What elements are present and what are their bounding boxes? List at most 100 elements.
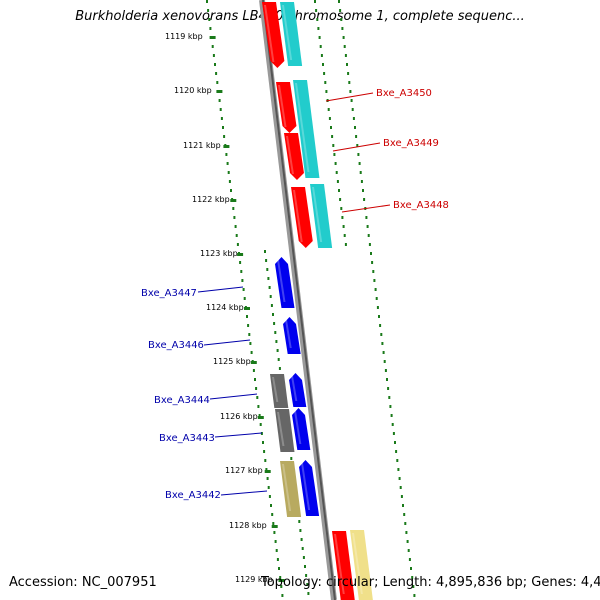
- outer-ruler-dot: [388, 396, 391, 399]
- ruler-dot: [246, 315, 248, 318]
- gene-label-leader: [203, 339, 251, 346]
- ruler-dot: [257, 405, 260, 408]
- ruler-tick: [230, 199, 237, 202]
- ruler-dot: [226, 162, 229, 165]
- outer-ruler-dot: [349, 90, 352, 93]
- gene-label-reverse[interactable]: Bxe_A3443: [159, 433, 215, 444]
- ruler-kbp-label: 1122 kbp: [192, 195, 230, 204]
- outer-ruler-dot: [387, 387, 390, 390]
- outer-ruler-dot: [365, 216, 368, 219]
- ruler-dot: [254, 378, 256, 381]
- gene-bxe-a3450: [276, 82, 297, 133]
- gene-label-forward[interactable]: Bxe_A3450: [376, 88, 432, 99]
- gene-yellow: [350, 530, 373, 600]
- ruler-dot: [272, 522, 275, 525]
- gene-cyan-highlight: [295, 83, 310, 172]
- outer-ruler-dot: [358, 162, 361, 165]
- map-title: Burkholderia xenovorans LB400 chromosome…: [75, 9, 525, 24]
- forward-strand-dot: [320, 54, 323, 57]
- outer-ruler-dot: [405, 531, 408, 534]
- gene-gray: [275, 409, 295, 452]
- gene-label-leader: [220, 490, 268, 496]
- gene-cyan-highlight: [282, 5, 293, 60]
- ruler-dot: [276, 558, 279, 561]
- gene-gray-highlight: [277, 412, 285, 446]
- ruler-dot: [268, 495, 271, 498]
- outer-ruler-dot: [359, 171, 362, 174]
- ruler-dot: [236, 243, 239, 246]
- ruler-dot: [270, 504, 272, 507]
- ruler-tick: [209, 36, 216, 39]
- gene-bxe-a3442-highlight: [301, 463, 311, 510]
- gene-bxe-a3444-highlight: [291, 376, 298, 401]
- ruler-dot: [262, 441, 264, 444]
- ruler-dot: [255, 387, 258, 390]
- gene-bxe-a3447: [275, 257, 295, 308]
- forward-strand-dot: [322, 63, 324, 66]
- backbone: [259, 0, 337, 600]
- forward-strand-dot: [331, 135, 334, 138]
- outer-ruler-dot: [403, 513, 406, 516]
- forward-strand-dot: [318, 36, 321, 39]
- outer-ruler-dot: [354, 126, 356, 129]
- reverse-strand-dot: [300, 538, 303, 541]
- ruler-dot: [207, 9, 210, 12]
- gene-cyan: [293, 80, 320, 178]
- reverse-strand-dot: [278, 367, 281, 370]
- outer-ruler-dot: [382, 351, 385, 354]
- outer-ruler-dot: [404, 522, 407, 525]
- ruler-dot: [247, 324, 250, 327]
- gene-gray: [270, 374, 289, 408]
- ruler-dot: [223, 135, 226, 138]
- gene-bxe-a3442: [299, 460, 320, 516]
- gene-label-reverse[interactable]: Bxe_A3446: [148, 340, 204, 351]
- ruler-dot: [252, 369, 255, 372]
- reverse-strand-dot: [273, 322, 276, 325]
- gene-label-reverse[interactable]: Bxe_A3444: [154, 395, 210, 406]
- outer-ruler-dot: [340, 18, 343, 21]
- reverse-strand-dot: [305, 574, 308, 577]
- ruler-dot: [240, 270, 243, 273]
- ruler-kbp-label: 1123 kbp: [200, 249, 238, 258]
- reverse-strand-dot: [269, 295, 272, 298]
- outer-ruler-dot: [356, 144, 359, 147]
- gene-label-reverse[interactable]: Bxe_A3447: [141, 288, 197, 299]
- ruler-labels: 1119 kbp 1120 kbp 1121 kbp 1122 kbp 1123 kbp…: [165, 32, 273, 584]
- gene-yellow-highlight: [352, 533, 363, 594]
- ruler-dot: [250, 351, 253, 354]
- reverse-strand-dot: [267, 277, 270, 280]
- gene-label-leader: [197, 286, 244, 293]
- gene-label-forward[interactable]: Bxe_A3449: [383, 138, 439, 149]
- ruler-kbp-label: 1126 kbp: [220, 412, 258, 421]
- ruler-kbp-label: 1124 kbp: [206, 303, 244, 312]
- ruler-dot: [211, 45, 214, 48]
- gene-forward-red-highlight: [334, 534, 345, 594]
- forward-strand-dot: [336, 180, 339, 183]
- forward-strand-dot: [317, 27, 320, 30]
- outer-ruler-dot: [346, 63, 348, 66]
- gene-label-leader: [214, 432, 263, 438]
- outer-ruler-dot: [412, 585, 415, 588]
- ruler-tick: [216, 90, 223, 93]
- gene-label-reverse[interactable]: Bxe_A3442: [165, 490, 221, 501]
- ruler-dot: [265, 468, 268, 471]
- gene-khaki-highlight: [282, 464, 292, 511]
- ruler-dot: [280, 585, 283, 588]
- ruler-dot: [249, 342, 252, 345]
- ruler-tick: [271, 525, 278, 528]
- ruler-tick: [257, 416, 264, 419]
- outer-ruler-dot: [367, 234, 370, 237]
- gene-bxe-a3446: [283, 317, 301, 354]
- reverse-strand-dot: [270, 304, 273, 307]
- ruler-dot: [241, 279, 244, 282]
- ruler-tick: [237, 253, 244, 256]
- forward-strand-dot: [328, 117, 331, 120]
- outer-ruler-dot: [407, 549, 410, 552]
- reverse-strand-dot: [290, 457, 293, 460]
- outer-ruler-dot: [399, 486, 402, 489]
- outer-ruler-dot: [363, 198, 366, 201]
- gene-label-forward[interactable]: Bxe_A3448: [393, 200, 449, 211]
- gene-forward-red-highlight: [264, 5, 275, 62]
- ruler-dot: [239, 261, 242, 264]
- gene-cyan: [280, 2, 303, 66]
